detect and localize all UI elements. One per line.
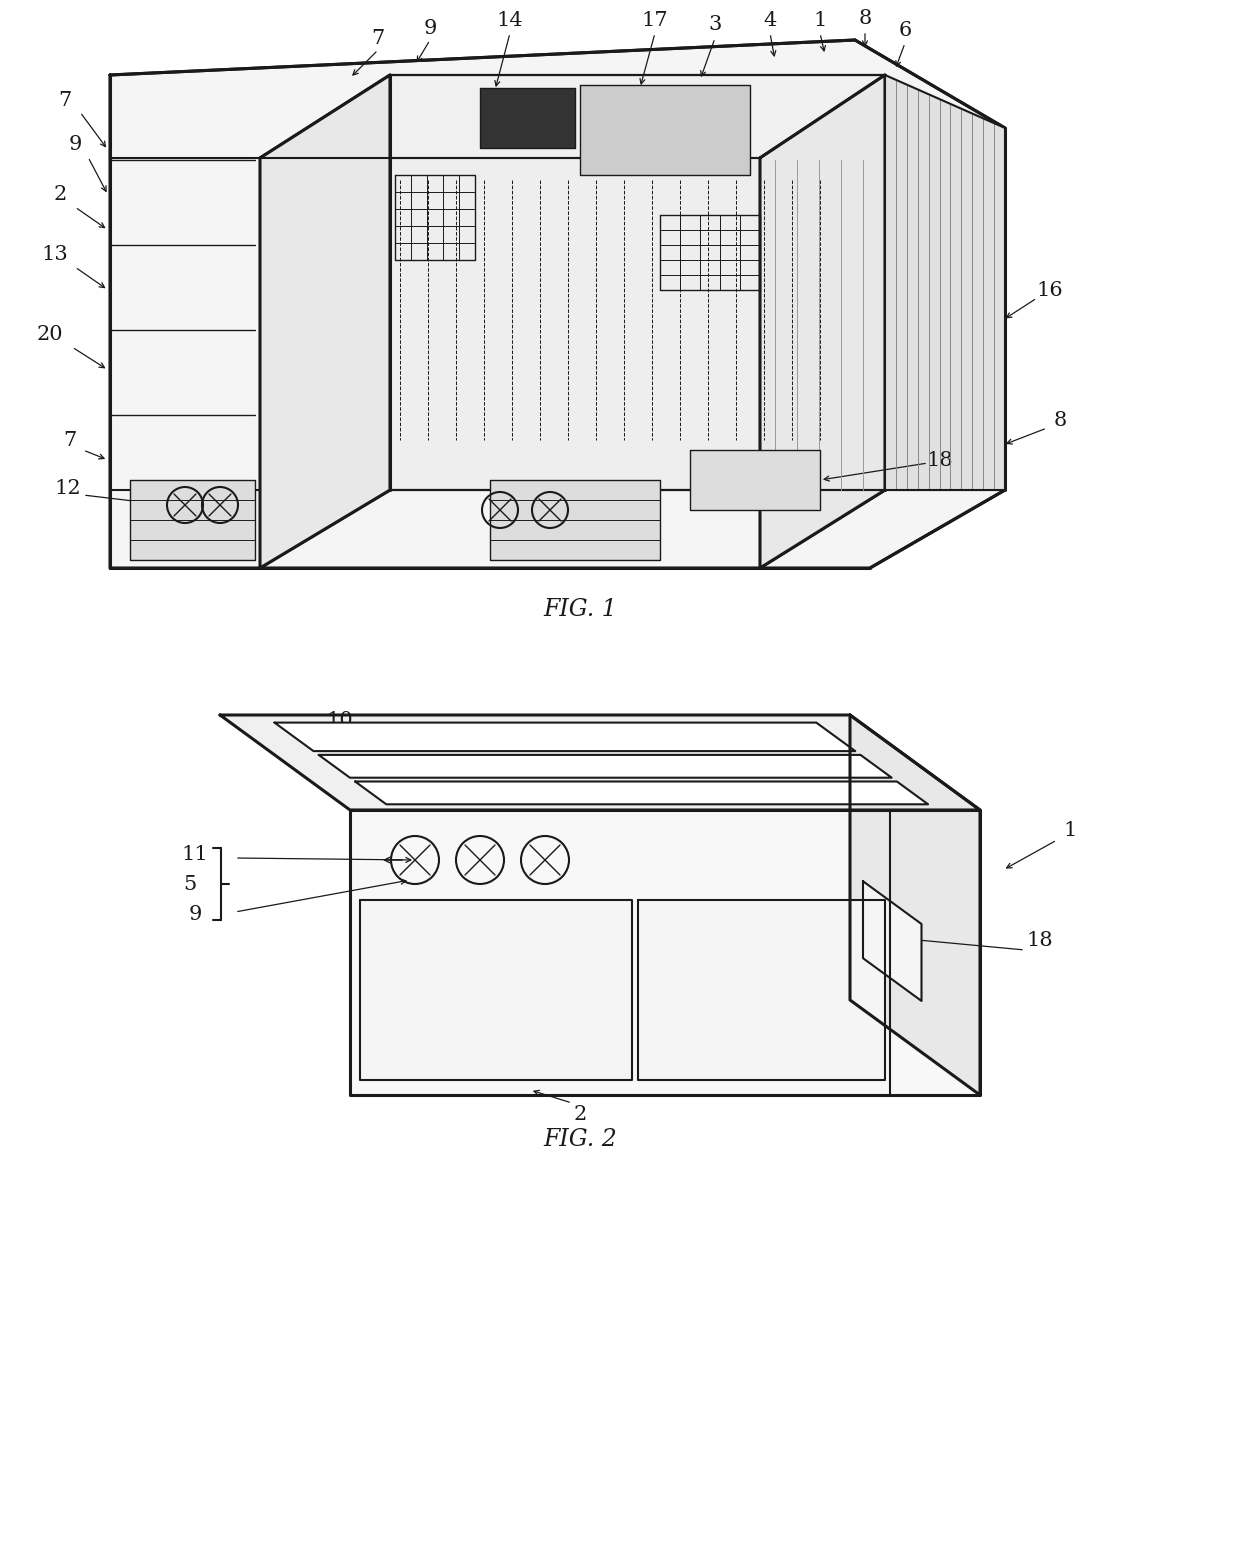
Polygon shape (885, 75, 1004, 490)
Text: 1: 1 (813, 11, 827, 30)
Text: 10: 10 (326, 711, 353, 729)
Polygon shape (319, 754, 892, 778)
Polygon shape (219, 715, 980, 811)
Text: FIG. 1: FIG. 1 (543, 598, 616, 622)
Polygon shape (391, 75, 885, 490)
Polygon shape (689, 450, 820, 511)
Text: 6: 6 (898, 20, 911, 39)
Polygon shape (760, 75, 885, 569)
Text: 17: 17 (641, 11, 668, 30)
Polygon shape (130, 480, 255, 561)
Polygon shape (580, 84, 750, 175)
Text: 20: 20 (37, 325, 63, 345)
Polygon shape (639, 900, 885, 1079)
Text: 11: 11 (181, 845, 208, 864)
Polygon shape (863, 881, 921, 1001)
Text: 2: 2 (53, 186, 67, 205)
Text: 8: 8 (858, 8, 872, 28)
Text: 4: 4 (764, 11, 776, 30)
Polygon shape (849, 715, 980, 1095)
Text: 12: 12 (55, 478, 82, 498)
Text: 7: 7 (371, 28, 384, 47)
Text: 2: 2 (573, 1106, 587, 1125)
Polygon shape (480, 87, 575, 148)
Polygon shape (360, 900, 632, 1079)
Text: 9: 9 (68, 136, 82, 155)
Polygon shape (350, 811, 980, 1095)
Polygon shape (355, 781, 928, 804)
Text: 16: 16 (1037, 281, 1064, 300)
Text: FIG. 2: FIG. 2 (543, 1128, 616, 1151)
Polygon shape (490, 480, 660, 561)
Text: 3: 3 (708, 16, 722, 34)
Text: 9: 9 (188, 906, 202, 925)
Text: 18: 18 (926, 450, 954, 470)
Text: 7: 7 (58, 91, 72, 109)
Text: 14: 14 (497, 11, 523, 30)
Polygon shape (260, 75, 391, 569)
Polygon shape (110, 41, 1004, 569)
Text: 5: 5 (184, 875, 197, 895)
Text: 18: 18 (1027, 931, 1053, 950)
Polygon shape (260, 75, 885, 158)
Text: 9: 9 (423, 19, 436, 37)
Text: 8: 8 (1053, 411, 1066, 430)
Text: 7: 7 (63, 431, 77, 450)
Text: 1: 1 (1064, 820, 1076, 839)
Polygon shape (274, 723, 856, 751)
Text: 13: 13 (42, 245, 68, 264)
